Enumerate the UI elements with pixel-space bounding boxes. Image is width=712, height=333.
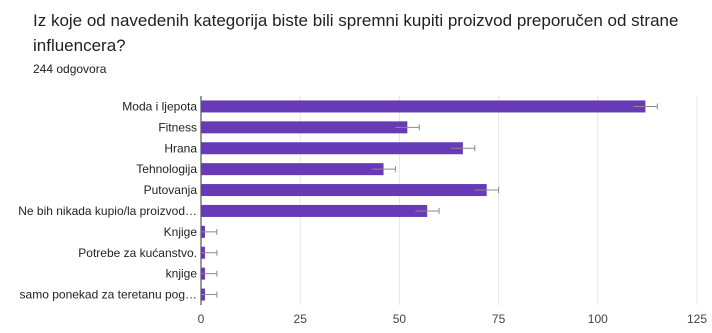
bar [201,204,428,217]
bar [201,163,384,176]
bar [201,100,646,113]
category-label: Moda i ljepota [122,99,197,113]
category-label: knjige [166,267,198,281]
category-label: Hrana [164,141,197,155]
category-label: Tehnologija [136,162,197,176]
bar [201,142,463,155]
bar [201,121,408,134]
x-tick-label: 75 [492,312,506,326]
x-tick-label: 125 [687,312,707,326]
category-label: samo ponekad za teretanu pog… [20,288,197,302]
category-label: Knjige [164,225,198,239]
category-label: Ne bih nikada kupio/la proizvod… [18,204,197,218]
x-tick-label: 25 [294,312,308,326]
category-label: Fitness [158,120,197,134]
category-label: Putovanja [144,183,198,197]
question-title: Iz koje od navedenih kategorija biste bi… [33,11,679,55]
response-count: 244 odgovora [33,62,107,76]
bar [201,184,487,197]
x-tick-label: 0 [198,312,205,326]
x-tick-label: 100 [588,312,608,326]
category-label: Potrebe za kućanstvo. [78,246,197,260]
x-tick-label: 50 [393,312,407,326]
